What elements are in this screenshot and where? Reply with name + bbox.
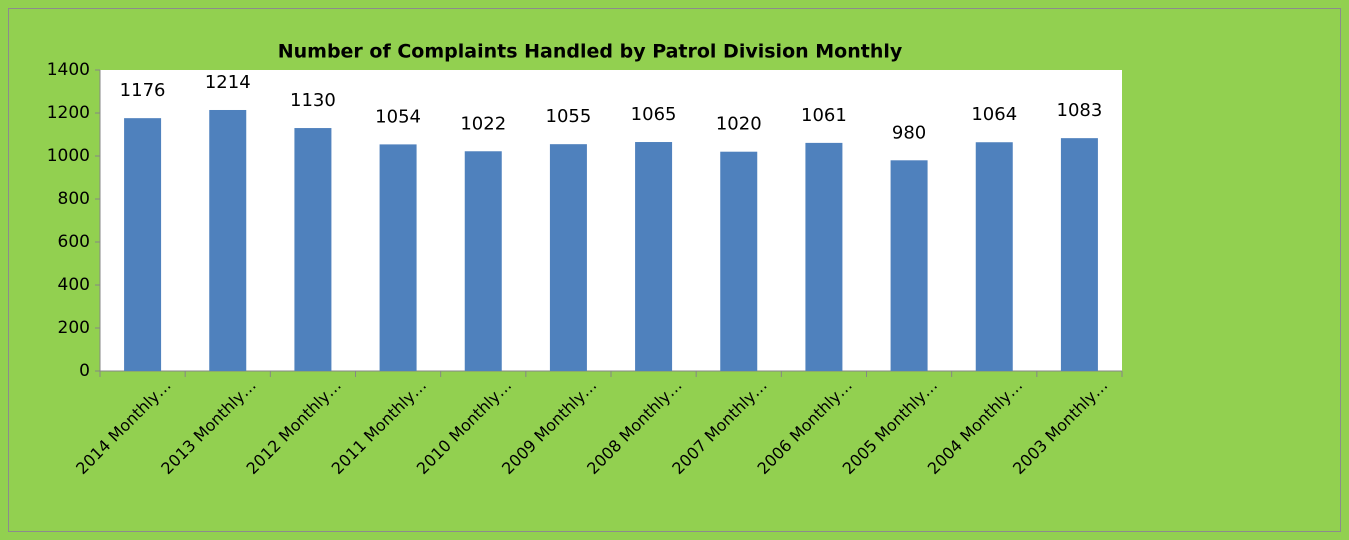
- bar: [720, 151, 758, 371]
- data-label: 1130: [290, 90, 336, 111]
- data-label: 1054: [375, 106, 421, 127]
- data-label: 1064: [971, 104, 1017, 125]
- data-label: 1061: [801, 105, 847, 126]
- bar: [209, 109, 247, 372]
- y-tick-label: 1400: [47, 60, 90, 80]
- bar: [549, 144, 587, 371]
- data-label: 1176: [120, 80, 166, 101]
- y-tick-label: 200: [58, 318, 90, 338]
- y-tick-label: 1000: [47, 146, 90, 166]
- bar: [975, 142, 1013, 371]
- chart-border: [8, 8, 1341, 532]
- data-label: 980: [892, 122, 926, 143]
- data-label: 1022: [460, 113, 506, 134]
- y-tick-label: 400: [58, 275, 90, 295]
- data-label: 1055: [546, 106, 592, 127]
- plot-area: [100, 70, 1122, 371]
- y-tick-label: 600: [58, 232, 90, 252]
- data-label: 1083: [1057, 100, 1103, 121]
- bar: [1060, 138, 1098, 371]
- data-label: 1065: [631, 104, 677, 125]
- y-tick-label: 800: [58, 189, 90, 209]
- bar: [464, 151, 502, 371]
- bar: [805, 142, 843, 371]
- chart-title: Number of Complaints Handled by Patrol D…: [278, 41, 903, 63]
- bar: [379, 144, 417, 371]
- data-label: 1214: [205, 72, 251, 93]
- data-label: 1020: [716, 114, 762, 135]
- bar: [635, 142, 673, 371]
- y-tick-label: 0: [79, 361, 90, 381]
- bar: [890, 160, 928, 371]
- y-tick-label: 1200: [47, 103, 90, 123]
- bar: [124, 118, 162, 371]
- bar: [294, 128, 332, 371]
